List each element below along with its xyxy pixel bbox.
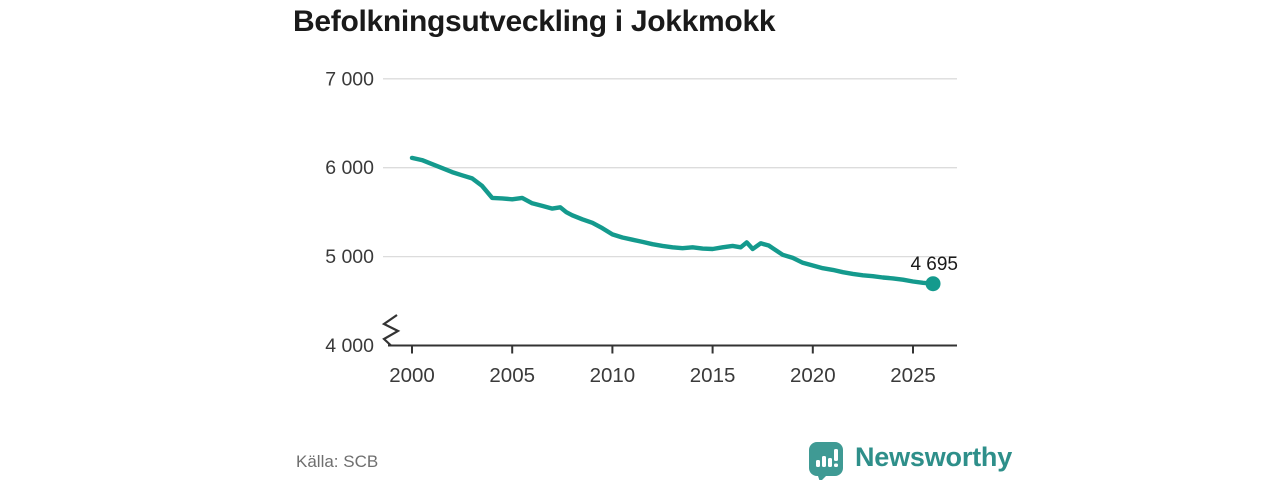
y-tick-label: 5 000 <box>325 246 374 268</box>
end-point-dot <box>925 276 941 292</box>
axis-break-icon <box>381 314 401 347</box>
chart-title: Befolkningsutveckling i Jokkmokk <box>293 5 776 38</box>
x-tick-label: 2025 <box>890 364 936 387</box>
y-tick-label: 6 000 <box>325 157 374 179</box>
y-tick-label: 4 000 <box>325 335 374 357</box>
last-value-label: 4 695 <box>910 254 958 275</box>
bar-chart-speech-bubble-icon <box>809 442 843 480</box>
brand-name: Newsworthy <box>855 442 1013 472</box>
x-tick-label: 2005 <box>489 364 535 387</box>
x-tick-label: 2020 <box>790 364 836 387</box>
x-tick-label: 2015 <box>690 364 736 387</box>
population-line <box>409 155 936 286</box>
x-tick-label: 2000 <box>389 364 435 387</box>
x-tick-label: 2010 <box>590 364 636 387</box>
newsworthy-logo: Newsworthy <box>808 441 1012 480</box>
y-tick-label: 7 000 <box>325 68 374 90</box>
source-note: Källa: SCB <box>296 452 379 471</box>
